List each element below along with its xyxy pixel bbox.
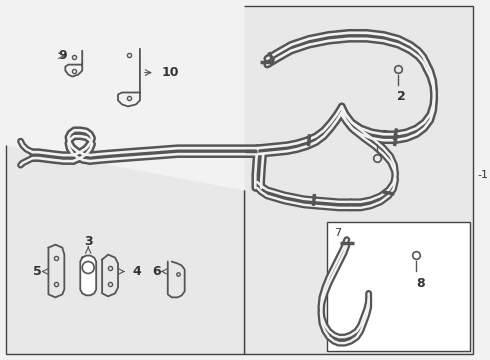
Text: 2: 2 [381,129,390,142]
Polygon shape [245,6,473,354]
Text: 6: 6 [152,265,161,278]
Text: 7: 7 [334,228,341,238]
Polygon shape [6,145,245,354]
Text: 3: 3 [84,235,93,248]
Text: 9: 9 [58,49,67,62]
Text: 2: 2 [397,90,406,103]
Polygon shape [327,222,470,351]
Text: 4: 4 [132,265,141,278]
Text: 5: 5 [32,265,41,278]
Text: 10: 10 [162,66,179,79]
Text: 8: 8 [416,278,425,291]
Text: -1: -1 [477,170,488,180]
Polygon shape [80,256,96,295]
